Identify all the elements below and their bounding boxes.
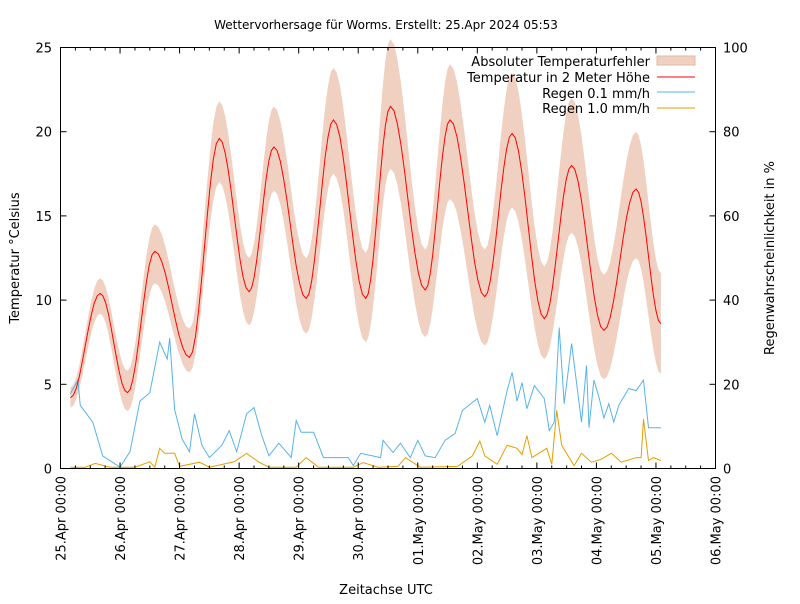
y2-tick-label: 60 — [723, 210, 740, 225]
chart-title: Wettervorhersage für Worms. Erstellt: 25… — [214, 18, 558, 32]
legend-label-rain10: Regen 1.0 mm/h — [542, 102, 650, 117]
y-tick-label: 20 — [35, 126, 52, 141]
x-tick-label: 06.May 00:00 — [710, 476, 725, 565]
y-axis-label: Temperatur °Celsius — [8, 192, 23, 325]
x-tick-label: 29.Apr 00:00 — [293, 476, 308, 561]
x-tick-label: 27.Apr 00:00 — [174, 476, 189, 561]
x-tick-label: 25.Apr 00:00 — [55, 476, 70, 561]
y-tick-label: 10 — [35, 294, 52, 309]
legend-swatch-band — [656, 55, 696, 66]
x-tick-label: 28.Apr 00:00 — [233, 476, 248, 561]
y-tick-label: 15 — [35, 210, 52, 225]
legend-label-rain01: Regen 0.1 mm/h — [542, 87, 650, 102]
legend-label-band: Absoluter Temperaturfehler — [471, 55, 650, 70]
rain-0-1-line — [69, 327, 661, 468]
legend: Absoluter Temperaturfehler Temperatur in… — [466, 55, 696, 117]
x-tick-label: 26.Apr 00:00 — [114, 476, 129, 561]
y-tick-label: 0 — [44, 463, 52, 478]
rain-1-0-line — [70, 410, 662, 469]
y2-tick-label: 100 — [723, 42, 748, 57]
y2-axis-label: Regenwahrscheinlichkeit in % — [763, 161, 778, 355]
x-tick-label: 04.May 00:00 — [590, 476, 605, 565]
y-tick-label: 25 — [35, 42, 52, 57]
temperature-line — [70, 105, 662, 399]
y2-tick-label: 20 — [723, 378, 740, 393]
y2-tick-label: 80 — [723, 126, 740, 141]
x-tick-label: 03.May 00:00 — [531, 476, 546, 565]
y2-tick-label: 0 — [723, 463, 731, 478]
x-tick-label: 05.May 00:00 — [650, 476, 665, 565]
x-tick-label: 30.Apr 00:00 — [352, 476, 367, 561]
legend-label-temp: Temperatur in 2 Meter Höhe — [466, 71, 650, 86]
x-axis-label: Zeitachse UTC — [339, 583, 433, 598]
y2-tick-label: 40 — [723, 294, 740, 309]
x-tick-label: 02.May 00:00 — [471, 476, 486, 565]
temperature-error-band — [70, 39, 661, 412]
x-tick-label: 01.May 00:00 — [412, 476, 427, 565]
y-tick-label: 5 — [44, 378, 52, 393]
